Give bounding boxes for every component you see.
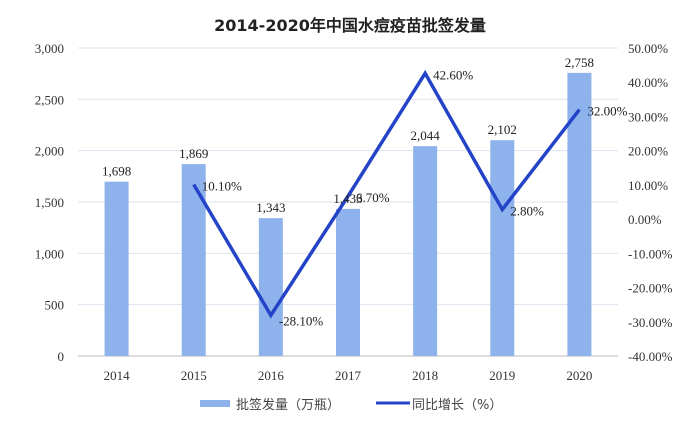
bars: [104, 72, 592, 356]
x-tick-label: 2020: [566, 368, 592, 383]
x-tick-label: 2015: [181, 368, 207, 383]
right-tick-label: 50.00%: [628, 41, 668, 56]
bar-label: 2,758: [565, 55, 594, 70]
right-tick-label: -10.00%: [628, 246, 673, 261]
right-tick-label: 20.00%: [628, 144, 668, 159]
line-label: 32.00%: [587, 104, 627, 119]
legend-bar-swatch: [200, 400, 230, 407]
x-tick-label: 2018: [412, 368, 438, 383]
bar: [490, 140, 515, 356]
growth-line: [192, 69, 581, 319]
legend: 批签发量（万瓶） 同比增长（%）: [200, 397, 502, 413]
line-label: 42.60%: [433, 67, 473, 82]
legend-line-label: 同比增长（%）: [412, 398, 502, 413]
axes: 0 500 1,000 1,500 2,000 2,500 3,000 -40.00% -30.…: [35, 41, 673, 383]
bar-label: 1,869: [179, 146, 208, 161]
left-tick-label: 3,000: [35, 41, 64, 56]
growth-line-path: [192, 69, 581, 319]
right-tick-label: 30.00%: [628, 109, 668, 124]
x-tick-label: 2017: [335, 368, 362, 383]
right-tick-label: -40.00%: [628, 349, 673, 364]
bar-label: 1,698: [102, 164, 131, 179]
right-tick-label: -20.00%: [628, 281, 673, 296]
right-tick-label: 10.00%: [628, 178, 668, 193]
line-label: 2.80%: [510, 204, 544, 219]
legend-bar-label: 批签发量（万瓶）: [236, 397, 340, 413]
chart-title: 2014-2020年中国水痘疫苗批签发量: [214, 16, 486, 35]
bar-label: 2,102: [488, 122, 517, 137]
left-tick-label: 0: [58, 349, 65, 364]
line-label: -28.10%: [279, 313, 324, 328]
bar: [258, 218, 283, 356]
x-tick-label: 2019: [489, 368, 515, 383]
left-tick-label: 2,000: [35, 144, 64, 159]
left-tick-label: 500: [45, 298, 65, 313]
line-label: 10.10%: [202, 179, 242, 194]
right-tick-label: -30.00%: [628, 315, 673, 330]
left-tick-label: 1,500: [35, 195, 64, 210]
bar-label: 1,343: [256, 200, 285, 215]
left-tick-label: 1,000: [35, 246, 64, 261]
bar: [336, 208, 360, 356]
bar: [413, 146, 438, 356]
x-tick-label: 2014: [104, 368, 131, 383]
bar: [104, 181, 129, 356]
right-tick-label: 0.00%: [628, 212, 662, 227]
line-label: 6.70%: [356, 190, 390, 205]
right-tick-label: 40.00%: [628, 75, 668, 90]
bar-label: 2,044: [411, 128, 441, 143]
left-tick-label: 2,500: [35, 92, 64, 107]
x-tick-label: 2016: [258, 368, 285, 383]
bar-label: 1,433: [333, 191, 362, 206]
data-labels: 1,698 1,869 1,343 1,433 2,044 2,102 2,758 10.10…: [102, 55, 628, 328]
